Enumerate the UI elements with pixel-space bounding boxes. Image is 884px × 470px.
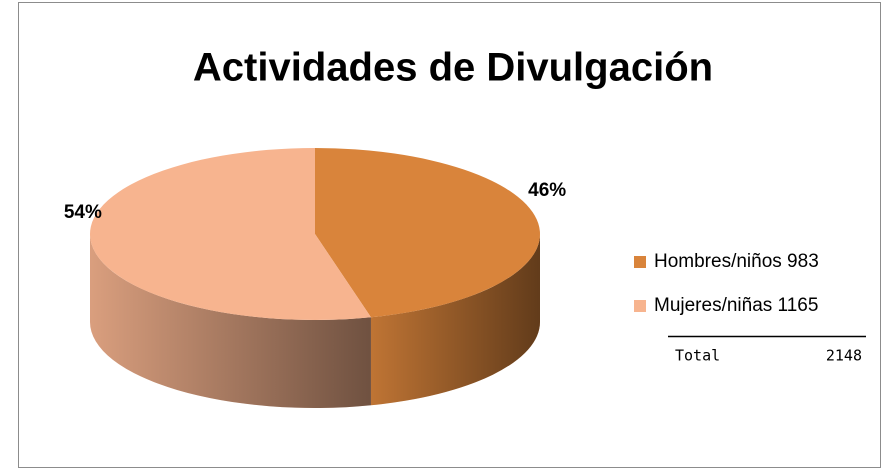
- data-label: 54%: [64, 202, 102, 223]
- side-shade: [370, 234, 540, 406]
- chart-title: Actividades de Divulgación: [193, 46, 713, 90]
- total-label: Total: [675, 347, 720, 365]
- slice: [90, 148, 371, 320]
- slice: [315, 148, 541, 318]
- data-label: 46%: [528, 180, 566, 201]
- side-shade: [90, 234, 371, 408]
- legend-swatch: [634, 256, 646, 268]
- legend-label: Mujeres/niñas 1165: [654, 295, 818, 316]
- total-value: 2148: [826, 347, 862, 365]
- legend-label: Hombres/niños 983: [654, 251, 819, 272]
- legend-swatch: [634, 300, 646, 312]
